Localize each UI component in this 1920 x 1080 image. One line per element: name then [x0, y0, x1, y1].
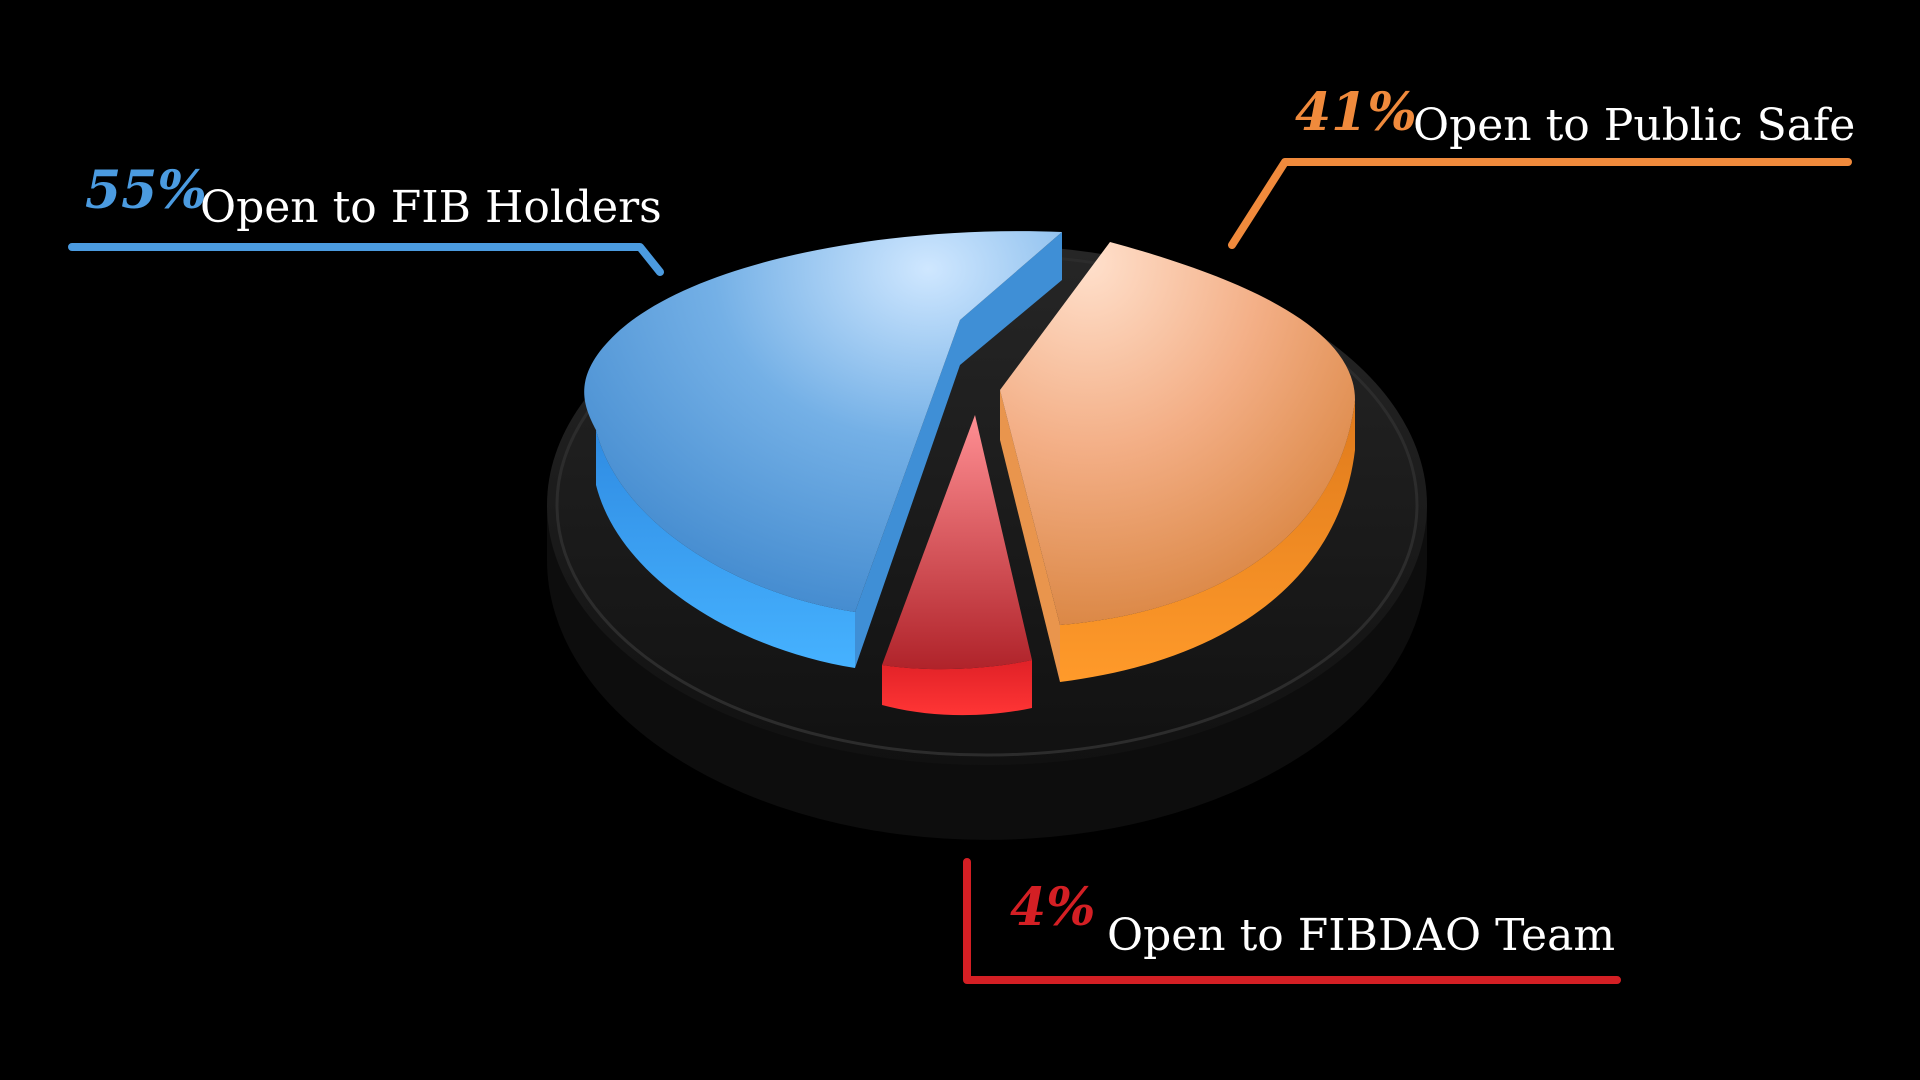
- slice-percent-orange: 41%: [1295, 82, 1417, 143]
- leader-line-red: [963, 858, 1621, 984]
- slice-label-red: Open to FIBDAO Team: [1107, 910, 1615, 961]
- slice-open-to-public-safe: [1000, 242, 1355, 682]
- leader-line-blue: [68, 243, 664, 276]
- slice-open-to-fib-holders: [584, 231, 1062, 668]
- slice-percent-red: 4%: [1010, 877, 1096, 938]
- slice-label-blue: Open to FIB Holders: [200, 182, 662, 233]
- slice-percent-blue: 55%: [85, 160, 207, 221]
- leader-line-orange: [1228, 158, 1852, 249]
- slice-label-orange: Open to Public Safe: [1413, 100, 1855, 151]
- slice-open-to-fibdao-team: [882, 415, 1032, 716]
